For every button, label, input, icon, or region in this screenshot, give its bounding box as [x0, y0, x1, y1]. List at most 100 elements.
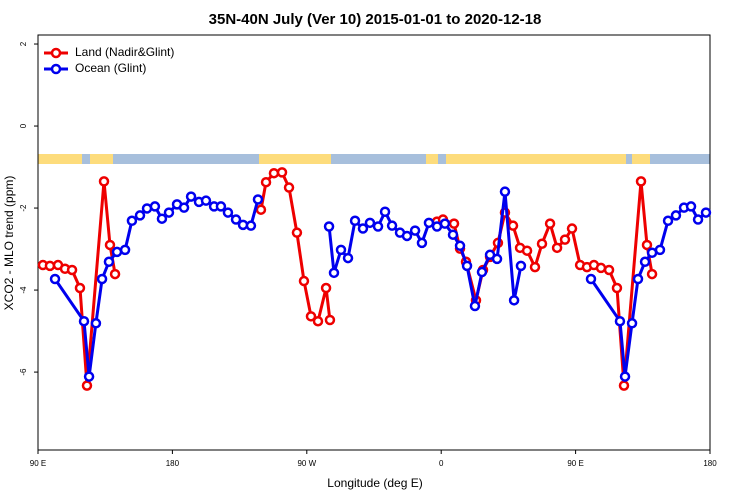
y-tick-label: 0: [19, 123, 28, 128]
point: [44, 260, 56, 272]
point: [379, 206, 391, 217]
x-tick-label: 180: [703, 459, 717, 468]
point: [476, 266, 488, 278]
point: [423, 217, 435, 229]
y-axis-label: XCO2 - MLO trend (ppm): [2, 176, 16, 311]
point: [349, 215, 361, 227]
point: [134, 210, 146, 221]
point: [632, 273, 644, 285]
x-tick-label: 180: [166, 459, 180, 468]
point: [66, 264, 78, 276]
point: [454, 240, 466, 252]
point: [401, 230, 413, 242]
point: [626, 318, 638, 329]
y-tick-label: -4: [19, 286, 28, 294]
point: [324, 314, 336, 326]
point: [551, 242, 563, 254]
point: [126, 215, 138, 227]
point: [508, 295, 520, 306]
point: [149, 201, 161, 212]
point: [641, 239, 653, 251]
point: [566, 223, 578, 234]
point: [103, 256, 115, 268]
point: [416, 237, 428, 249]
plot-frame: [37, 34, 711, 451]
point: [323, 221, 335, 232]
point: [178, 202, 190, 213]
legend-label: Ocean (Glint): [75, 61, 146, 75]
point: [74, 282, 86, 294]
point: [276, 167, 288, 178]
point: [372, 221, 384, 232]
point: [559, 234, 571, 245]
point: [335, 244, 347, 256]
point: [260, 176, 272, 188]
point: [119, 244, 131, 256]
series-line: [53, 190, 707, 379]
series-line: [42, 170, 654, 388]
x-tick-label: 90 E: [567, 459, 583, 468]
point: [515, 260, 527, 272]
point: [611, 282, 623, 294]
point: [283, 182, 295, 193]
legend-marker: [50, 47, 62, 59]
y-tick-label: 2: [19, 41, 28, 46]
point: [461, 260, 473, 272]
point: [252, 194, 264, 205]
point: [603, 264, 615, 276]
point: [291, 227, 303, 238]
point: [222, 207, 234, 218]
x-axis-label: Longitude (deg E): [327, 476, 422, 490]
point: [81, 380, 93, 391]
chart-title: 35N-40N July (Ver 10) 2015-01-01 to 2020…: [209, 11, 542, 28]
point: [386, 220, 398, 231]
point: [544, 218, 556, 229]
point: [96, 273, 108, 285]
point: [104, 239, 116, 251]
point: [357, 223, 369, 234]
point: [614, 315, 626, 327]
x-tick-label: 90 W: [297, 459, 316, 468]
point: [78, 315, 90, 327]
point: [536, 238, 548, 249]
point: [305, 311, 317, 322]
point: [156, 213, 168, 224]
point: [469, 300, 481, 312]
point: [185, 191, 197, 202]
point: [448, 218, 460, 229]
x-tick-label: 90 E: [30, 459, 46, 468]
point: [83, 371, 95, 382]
point: [200, 195, 212, 206]
point: [618, 380, 630, 391]
point: [662, 215, 674, 227]
point: [268, 167, 280, 179]
point: [639, 256, 651, 268]
point: [312, 315, 324, 327]
point: [700, 207, 712, 218]
x-tick-label: 0: [439, 459, 444, 468]
point: [230, 214, 242, 225]
point: [90, 318, 102, 329]
point: [529, 261, 541, 273]
legend-marker: [50, 63, 62, 75]
point: [215, 201, 227, 212]
point: [364, 217, 376, 229]
point: [619, 371, 631, 382]
point: [685, 201, 697, 212]
point: [646, 268, 658, 280]
point: [499, 186, 511, 197]
point: [342, 252, 354, 264]
point: [521, 245, 533, 256]
y-tick-label: -6: [19, 368, 28, 376]
point: [654, 244, 666, 256]
point: [447, 229, 459, 240]
point: [163, 207, 175, 218]
point: [98, 176, 110, 187]
point: [111, 246, 123, 258]
legend-label: Land (Nadir&Glint): [75, 45, 174, 59]
point: [245, 220, 257, 231]
point: [109, 268, 121, 280]
land-ocean-strip: [38, 154, 710, 164]
point: [255, 204, 267, 215]
